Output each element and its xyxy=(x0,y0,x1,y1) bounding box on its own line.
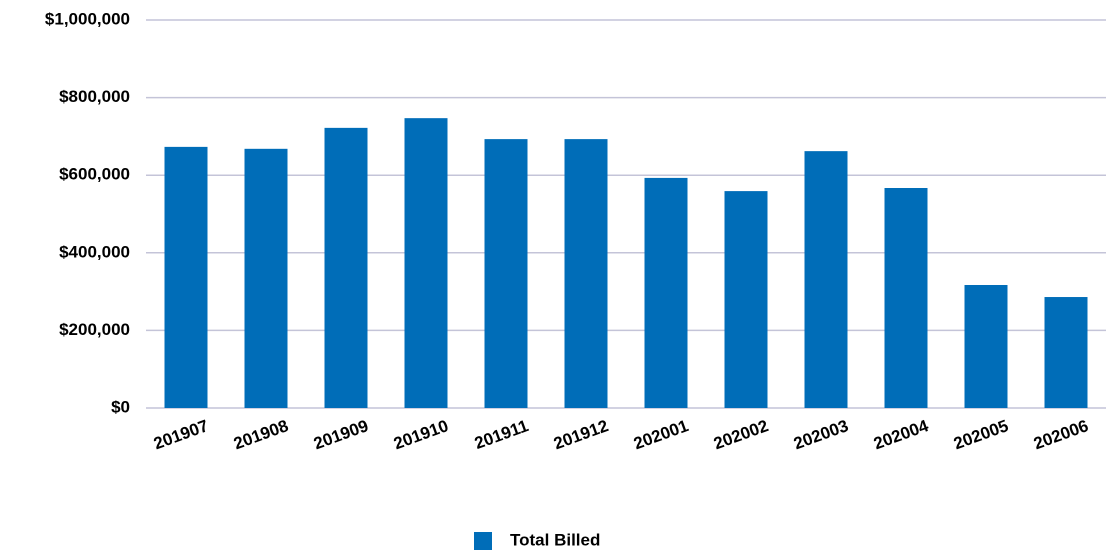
x-tick-label: 202005 xyxy=(951,416,1011,453)
bar xyxy=(644,177,688,408)
bar xyxy=(564,139,608,408)
bar xyxy=(324,127,368,408)
x-tick-label: 202003 xyxy=(791,416,851,453)
bar xyxy=(164,146,208,408)
x-tick-label: 201912 xyxy=(551,416,611,453)
bar xyxy=(804,151,848,409)
x-tick-label: 202006 xyxy=(1031,416,1091,453)
bar xyxy=(1044,297,1088,408)
bar xyxy=(404,118,448,408)
x-tick-label: 202001 xyxy=(631,416,691,453)
x-tick-label: 201907 xyxy=(151,416,211,453)
bar xyxy=(724,191,768,408)
legend-swatch xyxy=(474,532,492,550)
y-tick-label: $200,000 xyxy=(59,320,130,339)
y-tick-label: $1,000,000 xyxy=(45,9,130,28)
x-tick-label: 201909 xyxy=(311,416,371,453)
y-tick-label: $0 xyxy=(111,397,130,416)
bar xyxy=(244,148,288,409)
y-tick-label: $800,000 xyxy=(59,87,130,106)
x-tick-label: 201910 xyxy=(391,416,451,453)
x-tick-label: 201908 xyxy=(231,416,291,453)
bar xyxy=(884,188,928,408)
bar xyxy=(964,285,1008,408)
y-tick-label: $400,000 xyxy=(59,242,130,261)
legend-label: Total Billed xyxy=(510,530,600,549)
x-tick-label: 202004 xyxy=(871,416,931,453)
x-tick-label: 202002 xyxy=(711,416,771,453)
y-tick-label: $600,000 xyxy=(59,165,130,184)
x-tick-label: 201911 xyxy=(472,416,531,453)
bar xyxy=(484,139,528,408)
